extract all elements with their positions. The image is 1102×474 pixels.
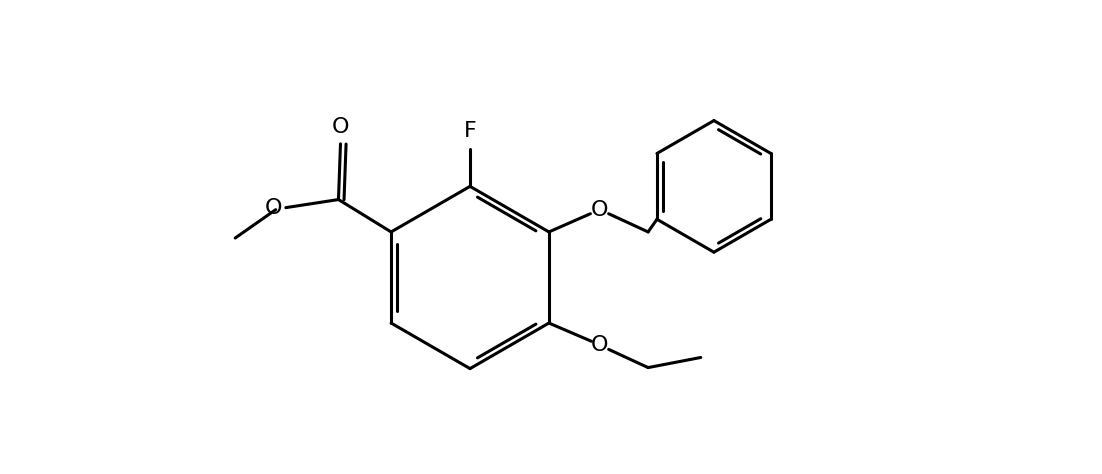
Text: F: F [464, 121, 476, 141]
Text: O: O [591, 200, 608, 219]
Text: O: O [264, 198, 282, 218]
Text: O: O [332, 117, 349, 137]
Text: O: O [591, 335, 608, 356]
